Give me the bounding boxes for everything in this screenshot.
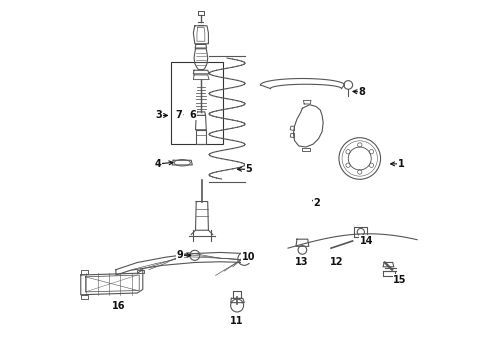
Text: 10: 10 bbox=[242, 252, 255, 262]
Text: 3: 3 bbox=[155, 111, 162, 121]
Text: 1: 1 bbox=[397, 159, 404, 169]
Text: 15: 15 bbox=[393, 275, 407, 285]
Text: 16: 16 bbox=[112, 301, 125, 311]
Text: 4: 4 bbox=[155, 159, 162, 169]
Text: 13: 13 bbox=[295, 257, 308, 267]
Text: 9: 9 bbox=[176, 250, 183, 260]
Text: 14: 14 bbox=[360, 236, 373, 246]
Text: 2: 2 bbox=[313, 198, 320, 208]
Bar bbox=[172, 62, 223, 144]
Text: 6: 6 bbox=[190, 110, 196, 120]
Text: 12: 12 bbox=[330, 257, 343, 267]
Text: 5: 5 bbox=[245, 164, 252, 174]
Text: 7: 7 bbox=[175, 110, 182, 120]
Text: 8: 8 bbox=[358, 87, 365, 97]
Text: 11: 11 bbox=[230, 316, 243, 325]
